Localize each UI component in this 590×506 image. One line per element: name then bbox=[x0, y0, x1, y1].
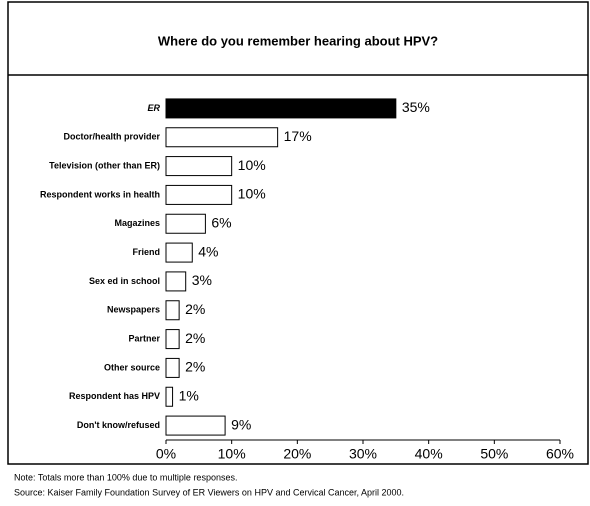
source: Source: Kaiser Family Foundation Survey … bbox=[14, 487, 404, 497]
category-label: Don't know/refused bbox=[77, 420, 160, 430]
value-label: 35% bbox=[402, 99, 430, 115]
category-label: Magazines bbox=[114, 218, 160, 228]
x-tick-label: 30% bbox=[349, 446, 377, 462]
value-label: 2% bbox=[185, 330, 205, 346]
bar bbox=[165, 184, 233, 205]
bar bbox=[165, 415, 226, 436]
value-label: 10% bbox=[238, 186, 266, 202]
category-label: Newspapers bbox=[107, 305, 160, 315]
bar bbox=[165, 213, 206, 234]
category-label: Respondent works in health bbox=[40, 189, 160, 199]
category-label: Doctor/health provider bbox=[63, 132, 160, 142]
value-label: 2% bbox=[185, 301, 205, 317]
value-label: 9% bbox=[231, 416, 251, 432]
value-label: 2% bbox=[185, 359, 205, 375]
bar bbox=[165, 98, 397, 119]
bar bbox=[165, 156, 233, 177]
x-tick-label: 10% bbox=[218, 446, 246, 462]
category-label: Television (other than ER) bbox=[49, 160, 160, 170]
x-tick-label: 0% bbox=[156, 446, 176, 462]
bar bbox=[165, 300, 180, 321]
category-label: ER bbox=[147, 103, 160, 113]
value-label: 17% bbox=[284, 128, 312, 144]
value-label: 4% bbox=[198, 243, 218, 259]
category-label: Sex ed in school bbox=[89, 276, 160, 286]
category-label: Friend bbox=[132, 247, 160, 257]
bar bbox=[165, 242, 193, 263]
x-tick-label: 50% bbox=[480, 446, 508, 462]
note: Note: Totals more than 100% due to multi… bbox=[14, 472, 237, 482]
bar bbox=[165, 127, 279, 148]
x-tick-label: 40% bbox=[415, 446, 443, 462]
value-label: 3% bbox=[192, 272, 212, 288]
value-label: 6% bbox=[211, 214, 231, 230]
frame bbox=[7, 1, 589, 465]
bar bbox=[165, 329, 180, 350]
category-label: Other source bbox=[104, 362, 160, 372]
x-tick-label: 60% bbox=[546, 446, 574, 462]
bar bbox=[165, 386, 174, 407]
value-label: 10% bbox=[238, 157, 266, 173]
category-label: Partner bbox=[128, 333, 160, 343]
bar bbox=[165, 271, 187, 292]
category-label: Respondent has HPV bbox=[69, 391, 160, 401]
bar bbox=[165, 357, 180, 378]
value-label: 1% bbox=[179, 387, 199, 403]
chart-title: Where do you remember hearing about HPV? bbox=[158, 33, 438, 48]
x-tick-label: 20% bbox=[283, 446, 311, 462]
